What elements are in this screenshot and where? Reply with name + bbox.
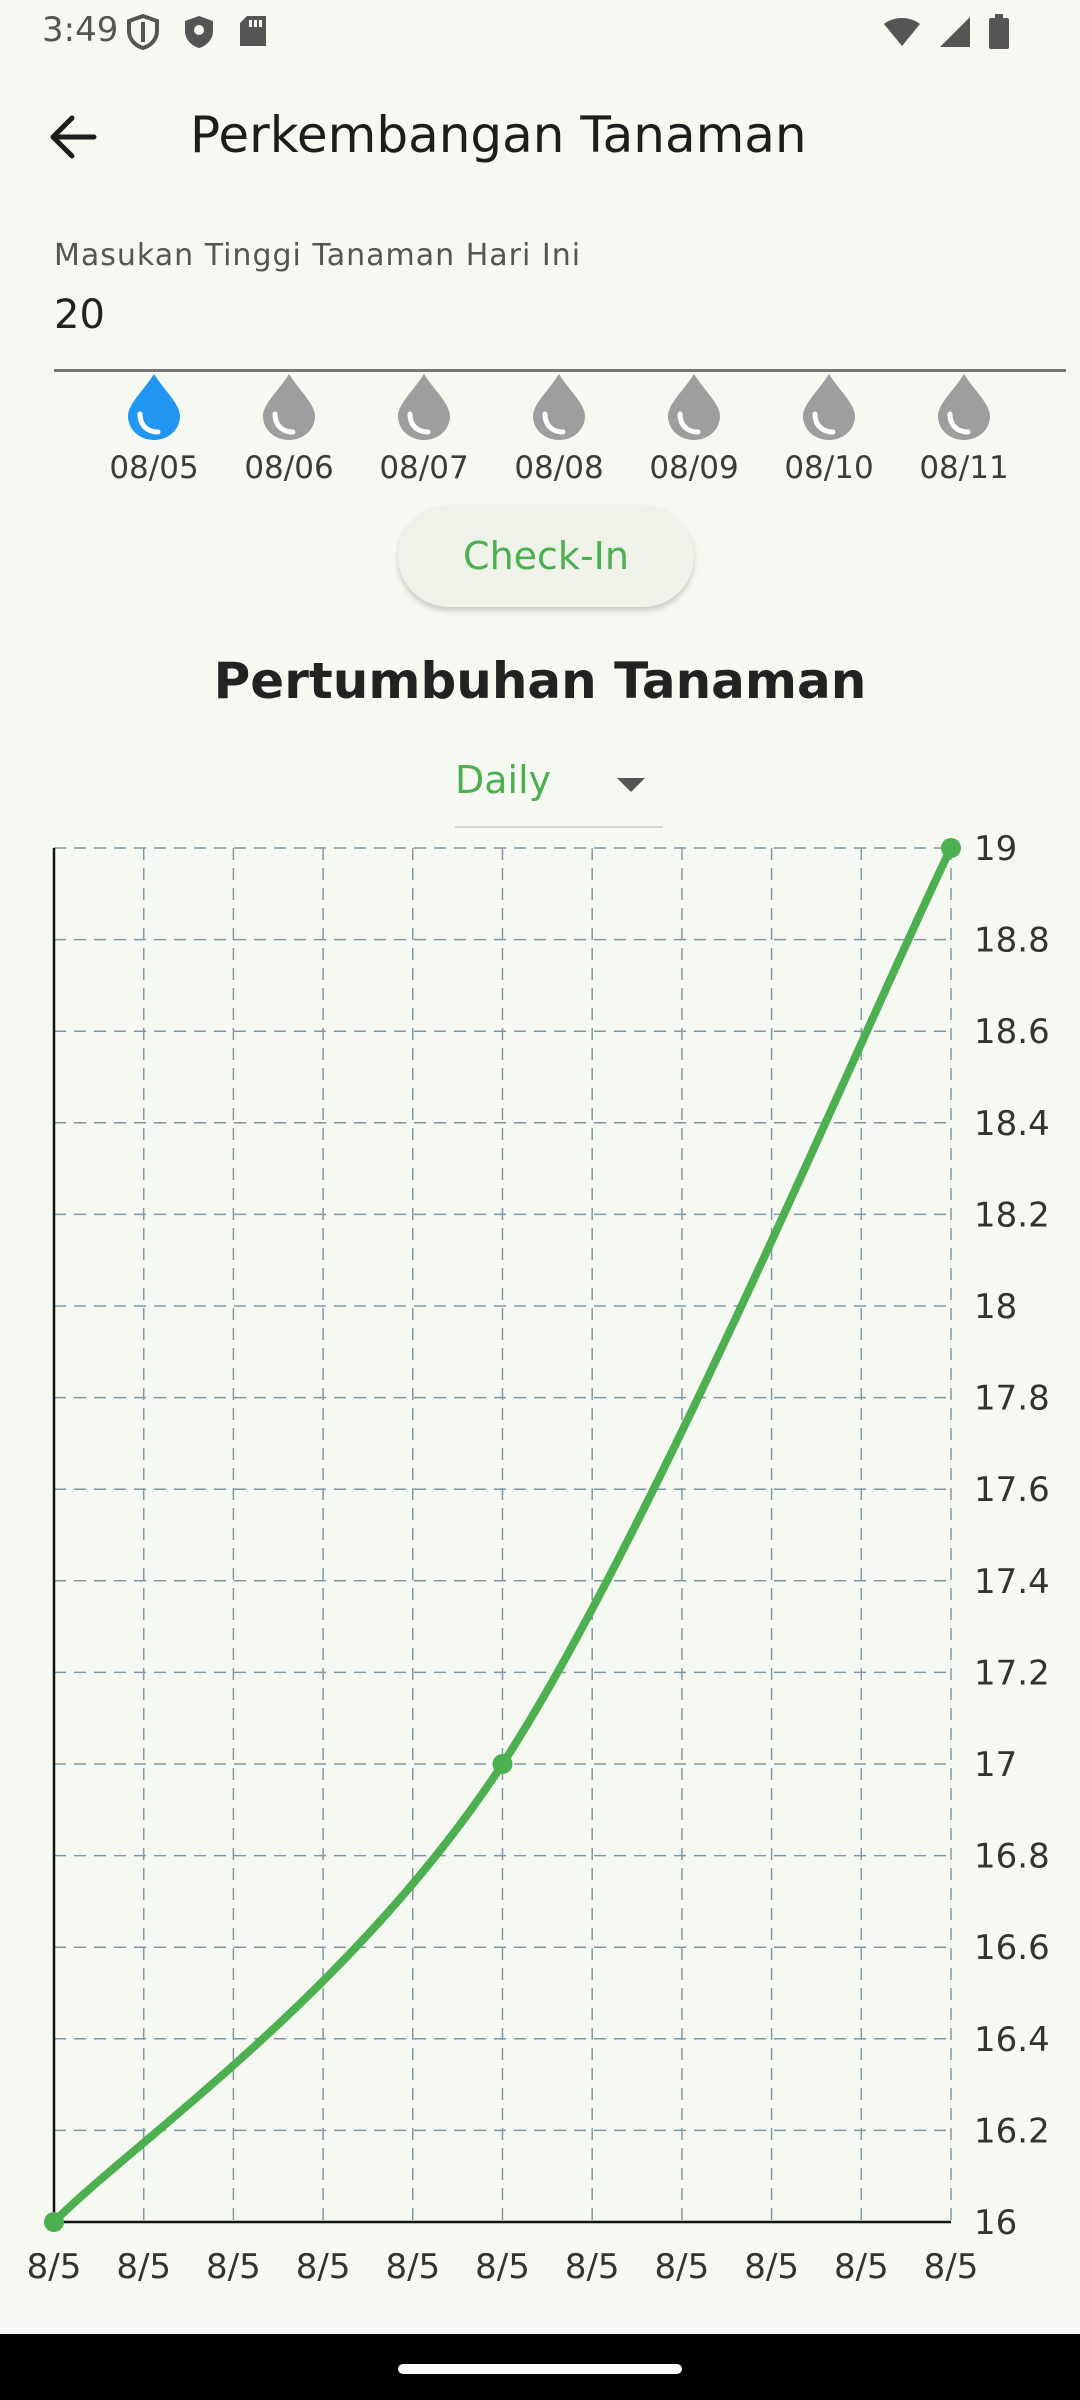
x-tick-label: 8/5: [655, 2247, 710, 2287]
x-tick-label: 8/5: [565, 2247, 620, 2287]
battery-icon: [989, 14, 1009, 49]
watering-days: 08/05 08/06 08/07 08/08 08/09 08/10 08/1…: [104, 372, 1024, 502]
x-tick-label: 8/5: [385, 2247, 440, 2287]
y-tick-label: 17.8: [974, 1379, 1050, 1419]
day-date: 08/05: [109, 450, 199, 486]
status-icons-left: [126, 14, 268, 50]
status-icons-right: [882, 14, 1010, 50]
day-item[interactable]: 08/10: [779, 372, 879, 486]
x-tick-label: 8/5: [744, 2247, 799, 2287]
shield-icon: [185, 16, 213, 48]
period-dropdown[interactable]: Daily: [455, 750, 663, 828]
day-date: 08/11: [919, 450, 1009, 486]
day-item[interactable]: 08/05: [104, 372, 204, 486]
app-bar: Perkembangan Tanaman: [0, 80, 1080, 192]
height-input-field[interactable]: Masukan Tinggi Tanaman Hari Ini 20: [54, 238, 1066, 372]
y-tick-label: 18.8: [974, 921, 1050, 961]
height-input-label: Masukan Tinggi Tanaman Hari Ini: [54, 238, 582, 273]
y-tick-label: 16.4: [974, 2020, 1050, 2060]
y-tick-label: 17.4: [974, 1562, 1050, 1602]
x-tick-label: 8/5: [475, 2247, 530, 2287]
y-tick-label: 16.6: [974, 1928, 1050, 1968]
water-drop-icon: [938, 374, 990, 440]
data-point: [44, 2212, 64, 2232]
day-date: 08/09: [649, 450, 739, 486]
check-in-button[interactable]: Check-In: [398, 505, 694, 607]
back-button[interactable]: [40, 104, 106, 170]
y-tick-label: 16: [974, 2203, 1017, 2243]
shield-outline-icon: [127, 14, 159, 50]
day-item[interactable]: 08/08: [509, 372, 609, 486]
y-tick-label: 16.8: [974, 1837, 1050, 1877]
day-date: 08/10: [784, 450, 874, 486]
y-tick-label: 18.4: [974, 1104, 1050, 1144]
x-tick-label: 8/5: [834, 2247, 889, 2287]
x-tick-label: 8/5: [924, 2247, 979, 2287]
y-tick-label: 18.6: [974, 1012, 1050, 1052]
x-tick-label: 8/5: [27, 2247, 82, 2287]
page-title: Perkembangan Tanaman: [190, 106, 807, 164]
home-indicator[interactable]: [398, 2364, 682, 2374]
data-point: [492, 1754, 513, 1774]
day-date: 08/07: [379, 450, 469, 486]
water-drop-icon: [398, 374, 450, 440]
day-item[interactable]: 08/06: [239, 372, 339, 486]
growth-series-line: [50, 844, 955, 2226]
water-drop-icon: [533, 374, 585, 440]
day-item[interactable]: 08/07: [374, 372, 474, 486]
dropdown-arrow-icon: [617, 778, 645, 792]
water-drop-icon: [128, 374, 180, 440]
day-date: 08/08: [514, 450, 604, 486]
arrow-back-icon: [50, 115, 97, 159]
day-item[interactable]: 08/11: [914, 372, 1014, 486]
system-nav-bar: [0, 2334, 1080, 2400]
x-tick-label: 8/5: [206, 2247, 261, 2287]
chart-heading: Pertumbuhan Tanaman: [213, 652, 867, 710]
y-tick-label: 19: [974, 830, 1017, 869]
y-tick-label: 17.6: [974, 1470, 1050, 1510]
day-date: 08/06: [244, 450, 334, 486]
y-tick-label: 16.2: [974, 2111, 1050, 2151]
y-tick-label: 18: [974, 1287, 1017, 1327]
water-drop-icon: [803, 374, 855, 440]
x-tick-label: 8/5: [296, 2247, 351, 2287]
status-bar: 3:49: [0, 0, 1080, 62]
signal-icon: [940, 17, 970, 47]
water-drop-icon: [263, 374, 315, 440]
water-drop-icon: [668, 374, 720, 440]
y-tick-label: 17: [974, 1745, 1017, 1785]
sd-card-icon: [240, 16, 266, 46]
wifi-icon: [884, 18, 920, 46]
day-item[interactable]: 08/09: [644, 372, 744, 486]
y-tick-label: 17.2: [974, 1653, 1050, 1693]
x-tick-label: 8/5: [116, 2247, 171, 2287]
status-time: 3:49: [42, 10, 119, 50]
height-input-value[interactable]: 20: [54, 292, 105, 338]
period-dropdown-value: Daily: [455, 758, 552, 802]
y-tick-label: 18.2: [974, 1195, 1050, 1235]
data-point: [941, 838, 961, 858]
growth-line-chart: 16 16.2 16.4 16.6 16.8 17 17.2 17.4 17.6 17.8 18 18…: [27, 830, 1050, 2287]
